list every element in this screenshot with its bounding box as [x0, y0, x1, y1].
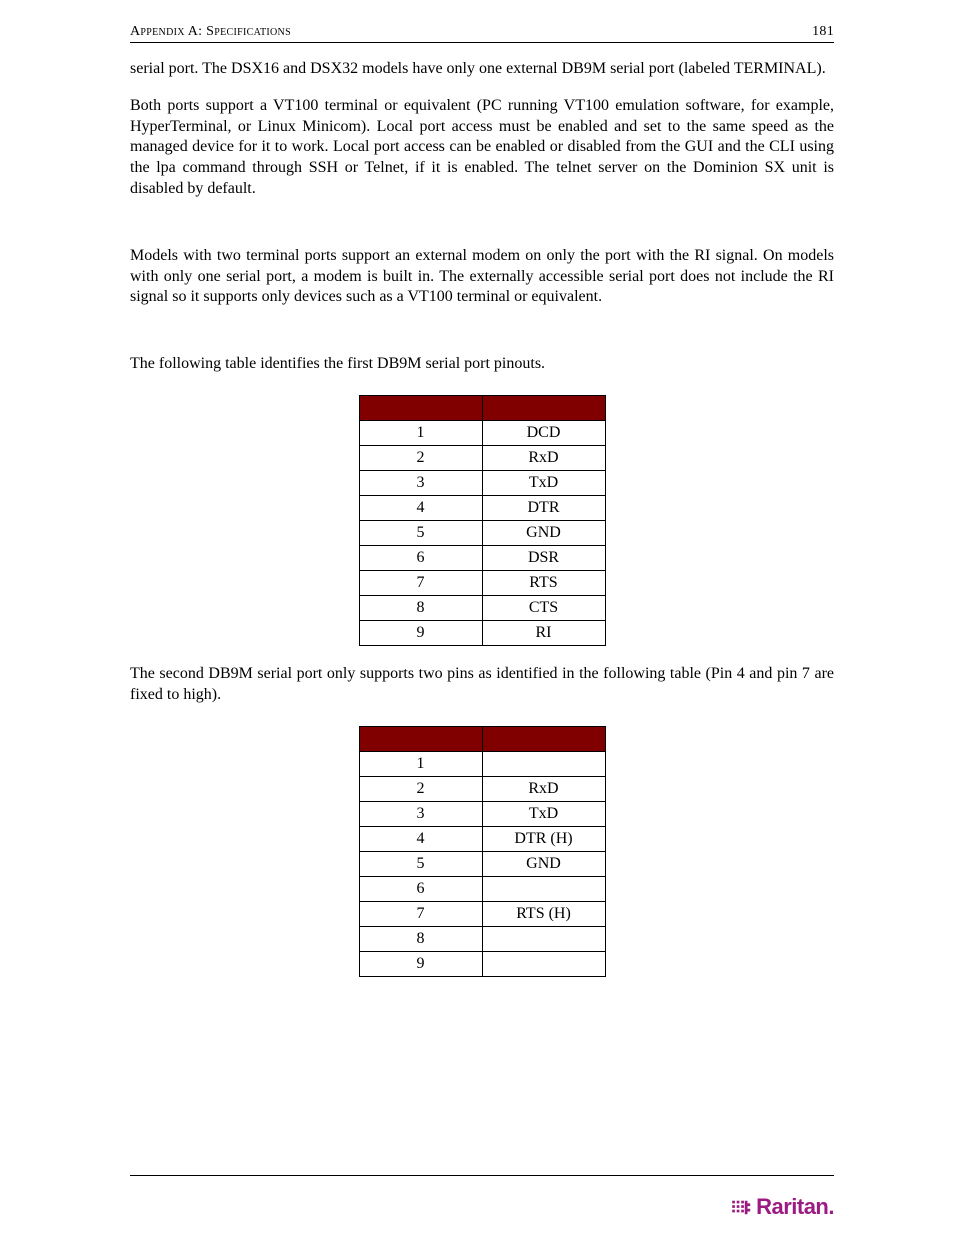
pin-cell: 1 — [359, 420, 482, 445]
logo-dot: . — [828, 1194, 834, 1220]
pin-cell: 9 — [359, 951, 482, 976]
table-row: 3TxD — [359, 801, 605, 826]
pin-cell: 6 — [359, 876, 482, 901]
table-row: 8 — [359, 926, 605, 951]
table-row: 7RTS (H) — [359, 901, 605, 926]
pinout-table-1: 1DCD 2RxD 3TxD 4DTR 5GND 6DSR 7RTS 8CTS … — [359, 395, 606, 646]
footer: Raritan. — [0, 1176, 954, 1250]
table-header-row — [359, 395, 605, 420]
table-header-signal — [482, 726, 605, 751]
page-header: Appendix A: Specifications 181 — [130, 24, 834, 43]
pin-cell: 7 — [359, 570, 482, 595]
signal-cell — [482, 876, 605, 901]
pin-cell: 7 — [359, 901, 482, 926]
raritan-logo-icon — [732, 1198, 754, 1216]
pin-cell: 8 — [359, 926, 482, 951]
table-header-pin — [359, 395, 482, 420]
signal-cell: GND — [482, 851, 605, 876]
table-row: 5GND — [359, 520, 605, 545]
pin-cell: 9 — [359, 620, 482, 645]
header-left: Appendix A: Specifications — [130, 24, 291, 40]
signal-cell: RTS — [482, 570, 605, 595]
pin-cell: 3 — [359, 470, 482, 495]
pin-cell: 2 — [359, 776, 482, 801]
signal-cell: GND — [482, 520, 605, 545]
paragraph-4: The following table identifies the first… — [130, 354, 834, 375]
signal-cell: DTR — [482, 495, 605, 520]
page-content: Appendix A: Specifications 181 serial po… — [0, 0, 954, 1175]
header-right-page-number: 181 — [812, 24, 834, 40]
table-row: 1DCD — [359, 420, 605, 445]
pin-cell: 5 — [359, 520, 482, 545]
signal-cell: CTS — [482, 595, 605, 620]
signal-cell: TxD — [482, 470, 605, 495]
signal-cell: TxD — [482, 801, 605, 826]
table-header-signal — [482, 395, 605, 420]
pin-cell: 1 — [359, 751, 482, 776]
pin-cell: 4 — [359, 826, 482, 851]
pin-cell: 6 — [359, 545, 482, 570]
table-row: 5GND — [359, 851, 605, 876]
signal-cell: RxD — [482, 445, 605, 470]
paragraph-1: serial port. The DSX16 and DSX32 models … — [130, 59, 834, 80]
signal-cell: DCD — [482, 420, 605, 445]
table-row: 9 — [359, 951, 605, 976]
signal-cell: DTR (H) — [482, 826, 605, 851]
pin-cell: 3 — [359, 801, 482, 826]
table-row: 1 — [359, 751, 605, 776]
pin-cell: 8 — [359, 595, 482, 620]
raritan-logo-text: Raritan — [756, 1194, 828, 1220]
table-row: 9RI — [359, 620, 605, 645]
table-row: 3TxD — [359, 470, 605, 495]
table-row: 4DTR — [359, 495, 605, 520]
signal-cell: RI — [482, 620, 605, 645]
signal-cell — [482, 926, 605, 951]
paragraph-5: The second DB9M serial port only support… — [130, 664, 834, 706]
table-row: 8CTS — [359, 595, 605, 620]
paragraph-2: Both ports support a VT100 terminal or e… — [130, 96, 834, 200]
table-row: 6DSR — [359, 545, 605, 570]
signal-cell: RTS (H) — [482, 901, 605, 926]
table-row: 4DTR (H) — [359, 826, 605, 851]
paragraph-3: Models with two terminal ports support a… — [130, 246, 834, 308]
signal-cell: DSR — [482, 545, 605, 570]
pin-cell: 2 — [359, 445, 482, 470]
signal-cell — [482, 751, 605, 776]
table-row: 2RxD — [359, 776, 605, 801]
raritan-logo: Raritan. — [732, 1194, 834, 1220]
table-header-row — [359, 726, 605, 751]
signal-cell — [482, 951, 605, 976]
signal-cell: RxD — [482, 776, 605, 801]
table-header-pin — [359, 726, 482, 751]
table-row: 7RTS — [359, 570, 605, 595]
pin-cell: 4 — [359, 495, 482, 520]
pin-cell: 5 — [359, 851, 482, 876]
pinout-table-2: 1 2RxD 3TxD 4DTR (H) 5GND 6 7RTS (H) 8 9 — [359, 726, 606, 977]
table-row: 2RxD — [359, 445, 605, 470]
table-row: 6 — [359, 876, 605, 901]
